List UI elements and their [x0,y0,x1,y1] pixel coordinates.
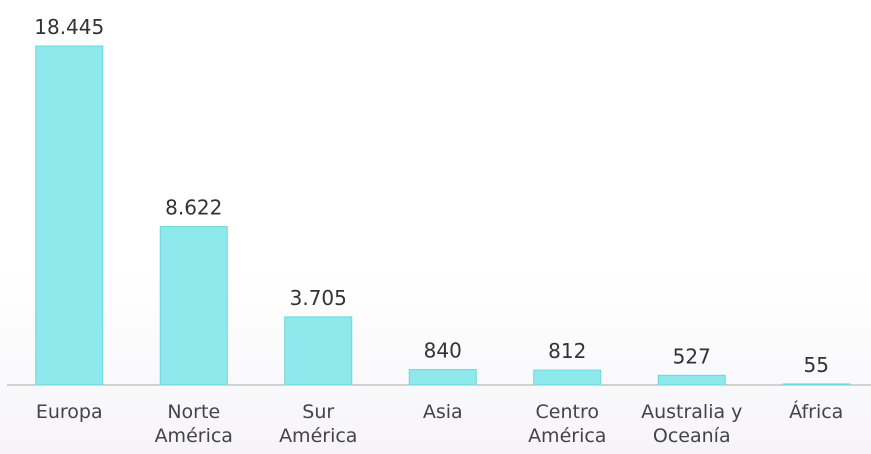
value-label: 18.445 [34,15,104,39]
bar [782,383,851,386]
value-label: 840 [424,339,462,363]
bar [159,226,228,386]
value-label: 55 [804,353,829,377]
x-tick-label: Centro América [528,401,607,447]
x-tick-label: Europa [35,401,103,423]
value-label: 8.622 [165,196,222,220]
x-tick-label: África [789,401,844,423]
value-label: 527 [673,344,711,368]
bar [408,369,477,386]
bar [657,374,726,386]
x-tick-label: Asia [422,401,463,423]
bar [35,45,104,386]
bar [284,316,353,386]
x-tick-label: Australia y Oceanía [641,401,743,447]
x-tick-label: Norte América [154,401,233,447]
bar [533,369,602,386]
x-tick-label: Sur América [279,401,358,447]
value-label: 3.705 [290,286,347,310]
value-label: 812 [548,339,586,363]
